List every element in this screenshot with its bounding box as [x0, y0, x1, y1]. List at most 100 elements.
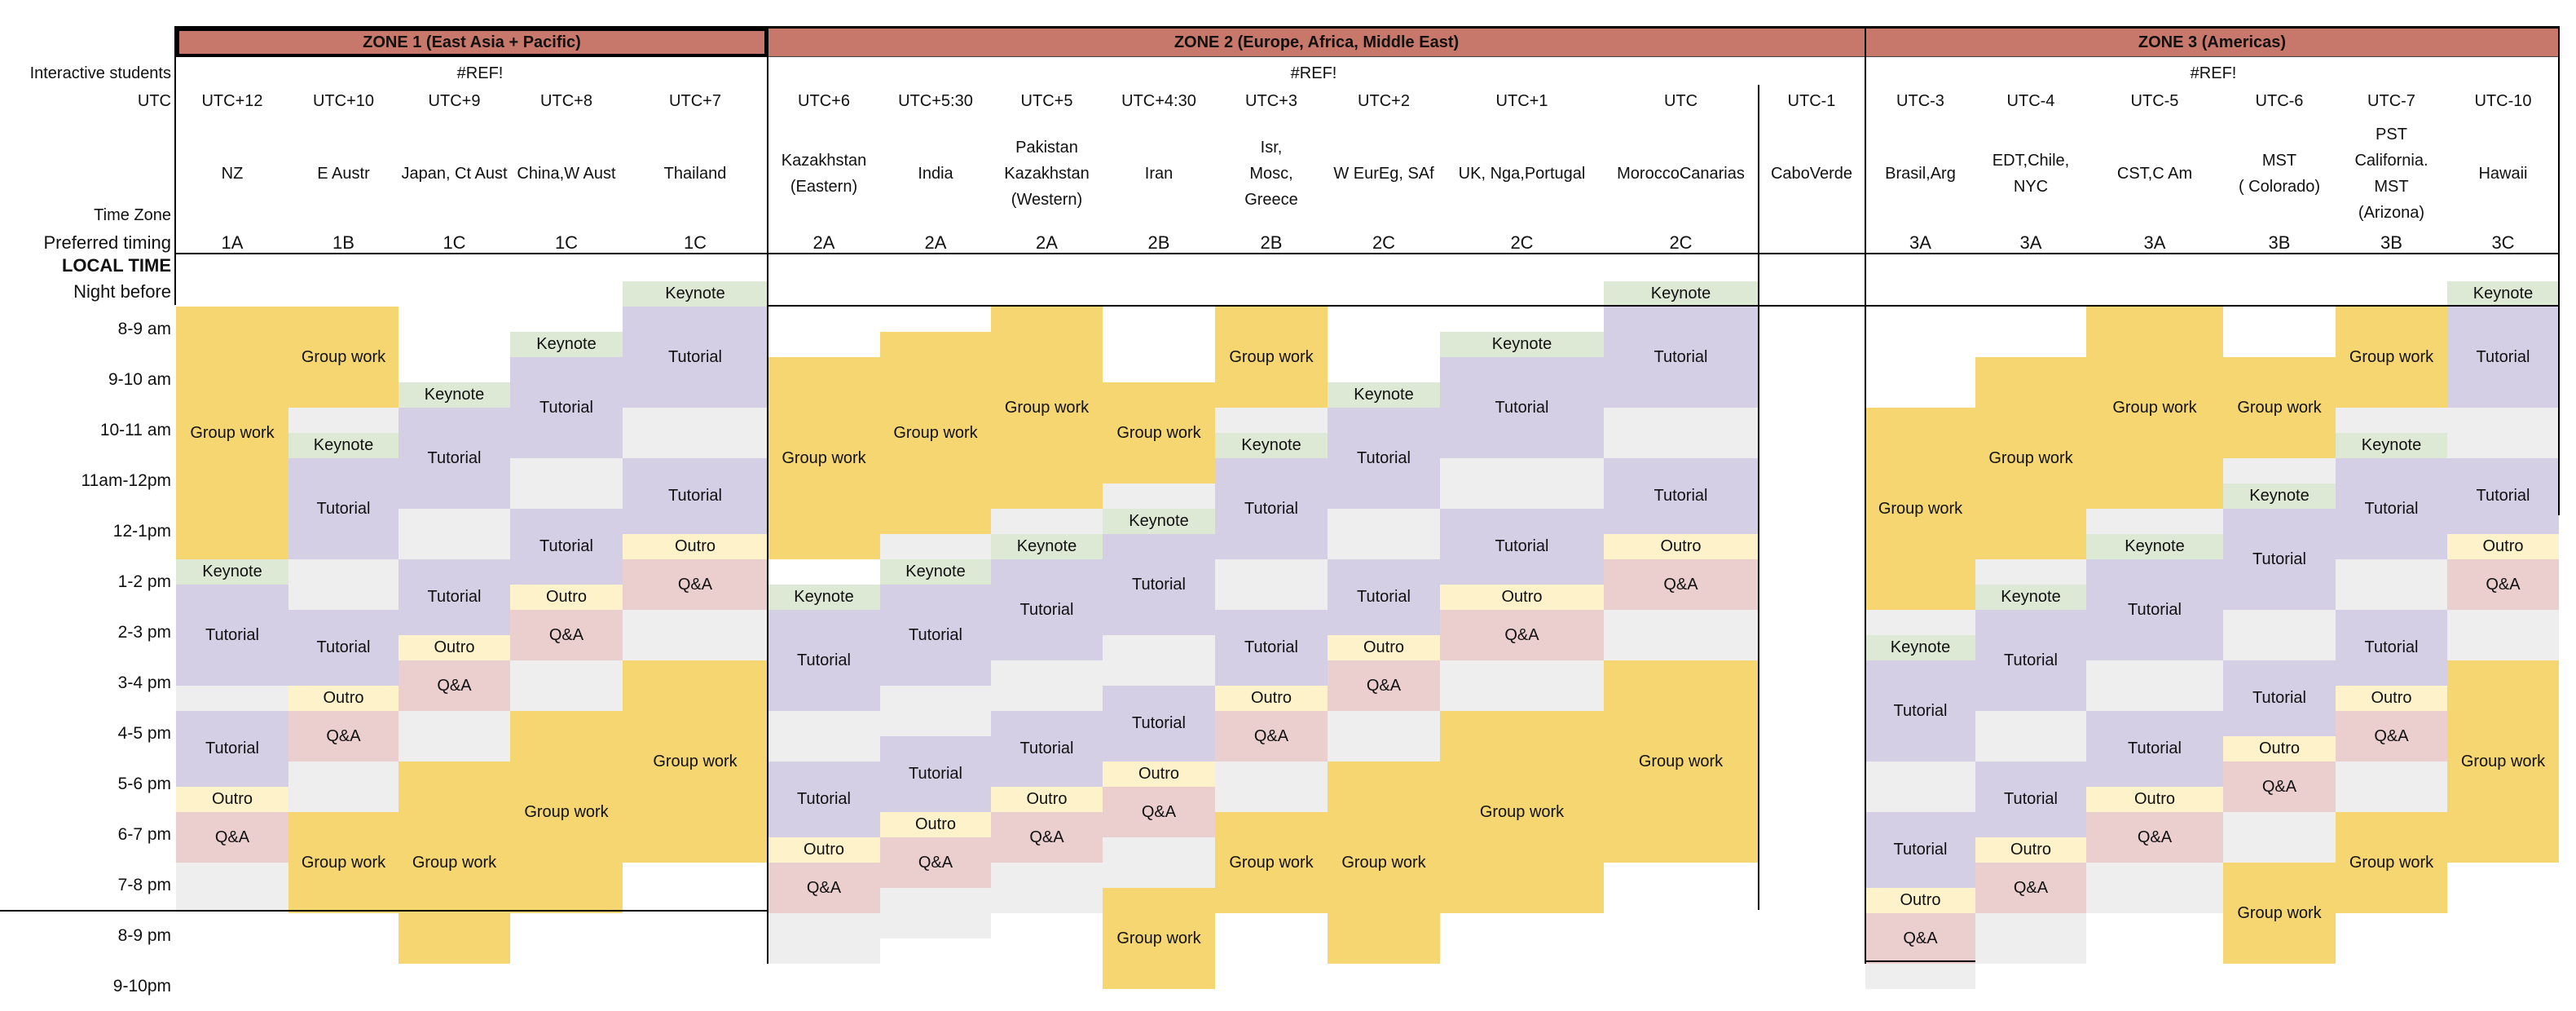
session-block[interactable]: Tutorial [880, 585, 991, 686]
blank-cell[interactable] [1215, 762, 1328, 812]
blank-cell[interactable] [623, 408, 768, 458]
session-block[interactable]: Q&A [1103, 787, 1215, 837]
session-block[interactable]: Tutorial [880, 736, 991, 812]
session-block[interactable]: Q&A [1865, 913, 1975, 964]
session-block[interactable]: Tutorial [510, 509, 623, 585]
blank-cell[interactable] [991, 660, 1103, 711]
session-block[interactable]: Tutorial [1328, 408, 1440, 509]
session-block[interactable]: Tutorial [1215, 610, 1328, 686]
session-block[interactable]: Group work [880, 332, 991, 534]
blank-cell[interactable] [2086, 509, 2223, 534]
session-block[interactable]: Keynote [623, 281, 768, 307]
session-block[interactable]: Q&A [2447, 559, 2559, 610]
session-block[interactable]: Tutorial [2223, 660, 2336, 736]
session-block[interactable]: Tutorial [1975, 610, 2086, 711]
session-block[interactable]: Keynote [1328, 382, 1440, 408]
session-block[interactable]: Tutorial [1604, 307, 1758, 408]
session-block[interactable]: Tutorial [2086, 711, 2223, 787]
session-block[interactable]: Tutorial [1103, 534, 1215, 635]
blank-cell[interactable] [1975, 559, 2086, 585]
session-block[interactable]: Keynote [510, 332, 623, 357]
session-block[interactable]: Group work [399, 762, 510, 964]
session-block[interactable]: Tutorial [1440, 357, 1604, 458]
blank-cell[interactable] [2336, 559, 2447, 610]
session-block[interactable]: Outro [1215, 686, 1328, 711]
session-block[interactable]: Keynote [1440, 332, 1604, 357]
session-block[interactable]: Outro [623, 534, 768, 559]
session-block[interactable]: Keynote [2223, 483, 2336, 509]
session-block[interactable]: Group work [176, 307, 288, 559]
blank-cell[interactable] [1103, 483, 1215, 509]
blank-cell[interactable] [1103, 635, 1215, 686]
session-block[interactable]: Tutorial [1865, 660, 1975, 762]
session-block[interactable]: Tutorial [2223, 509, 2336, 610]
blank-cell[interactable] [2336, 408, 2447, 433]
session-block[interactable]: Q&A [176, 812, 288, 863]
session-block[interactable]: Outro [1103, 762, 1215, 787]
blank-cell[interactable] [288, 559, 399, 610]
session-block[interactable]: Tutorial [991, 559, 1103, 660]
blank-cell[interactable] [1440, 458, 1604, 509]
session-block[interactable]: Q&A [399, 660, 510, 711]
session-block[interactable]: Group work [1103, 888, 1215, 989]
blank-cell[interactable] [2223, 610, 2336, 660]
session-block[interactable]: Group work [1328, 762, 1440, 964]
session-block[interactable]: Group work [2223, 357, 2336, 458]
session-block[interactable]: Outro [1604, 534, 1758, 559]
blank-cell[interactable] [623, 610, 768, 660]
blank-cell[interactable] [2336, 762, 2447, 812]
session-block[interactable]: Group work [2223, 863, 2336, 964]
session-block[interactable]: Outro [1328, 635, 1440, 660]
session-block[interactable]: Group work [1215, 812, 1328, 913]
blank-cell[interactable] [176, 686, 288, 711]
blank-cell[interactable] [1215, 559, 1328, 610]
session-block[interactable]: Tutorial [1328, 559, 1440, 635]
blank-cell[interactable] [1865, 610, 1975, 635]
blank-cell[interactable] [288, 762, 399, 812]
session-block[interactable]: Group work [2336, 812, 2447, 913]
session-block[interactable]: Keynote [2336, 433, 2447, 458]
session-block[interactable]: Tutorial [2447, 307, 2559, 408]
session-block[interactable]: Keynote [1975, 585, 2086, 610]
session-block[interactable]: Keynote [399, 382, 510, 408]
session-block[interactable]: Group work [1103, 382, 1215, 483]
session-block[interactable]: Outro [880, 812, 991, 837]
session-block[interactable]: Outro [2223, 736, 2336, 762]
blank-cell[interactable] [399, 509, 510, 559]
session-block[interactable]: Group work [1865, 408, 1975, 610]
session-block[interactable]: Group work [991, 307, 1103, 509]
blank-cell[interactable] [991, 863, 1103, 913]
blank-cell[interactable] [2447, 610, 2559, 660]
blank-cell[interactable] [2086, 863, 2223, 913]
session-block[interactable]: Group work [510, 711, 623, 913]
session-block[interactable]: Tutorial [1215, 458, 1328, 559]
session-block[interactable]: Q&A [2336, 711, 2447, 762]
session-block[interactable]: Tutorial [2336, 458, 2447, 559]
session-block[interactable]: Tutorial [176, 585, 288, 686]
blank-cell[interactable] [510, 660, 623, 711]
session-block[interactable]: Keynote [176, 559, 288, 585]
blank-cell[interactable] [880, 534, 991, 559]
session-block[interactable]: Tutorial [768, 762, 880, 837]
blank-cell[interactable] [288, 408, 399, 433]
session-block[interactable]: Tutorial [1975, 762, 2086, 837]
session-block[interactable]: Keynote [1215, 433, 1328, 458]
session-block[interactable]: Keynote [288, 433, 399, 458]
session-block[interactable]: Q&A [510, 610, 623, 660]
session-block[interactable]: Tutorial [288, 610, 399, 686]
session-block[interactable]: Outro [1865, 888, 1975, 913]
session-block[interactable]: Q&A [1440, 610, 1604, 660]
session-block[interactable]: Tutorial [399, 408, 510, 509]
session-block[interactable]: Outro [1975, 837, 2086, 863]
blank-cell[interactable] [399, 711, 510, 762]
blank-cell[interactable] [1865, 762, 1975, 812]
session-block[interactable]: Q&A [768, 863, 880, 913]
session-block[interactable]: Group work [768, 357, 880, 559]
blank-cell[interactable] [880, 686, 991, 736]
session-block[interactable]: Group work [2336, 307, 2447, 408]
blank-cell[interactable] [768, 711, 880, 762]
session-block[interactable]: Q&A [991, 812, 1103, 863]
session-block[interactable]: Tutorial [991, 711, 1103, 787]
session-block[interactable]: Group work [288, 812, 399, 913]
session-block[interactable]: Outro [399, 635, 510, 660]
